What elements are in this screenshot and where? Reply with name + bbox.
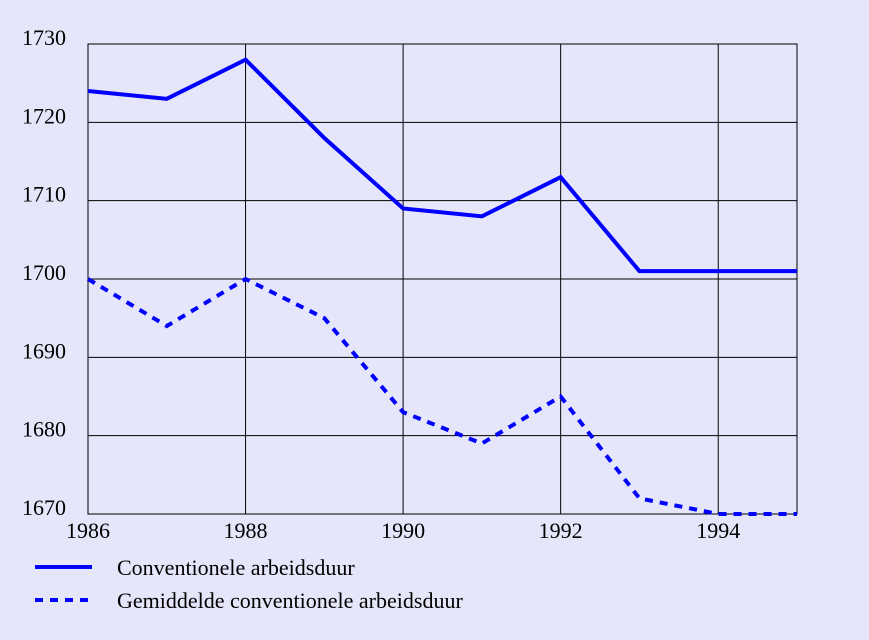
y-tick-label: 1680 [22,417,66,442]
y-tick-label: 1700 [22,260,66,285]
y-tick-label: 1690 [22,338,66,363]
legend-label: Conventionele arbeidsduur [117,555,355,580]
x-tick-label: 1994 [696,518,740,543]
series-line [86,276,797,516]
x-tick-label: 1992 [539,518,583,543]
x-tick-label: 1988 [224,518,268,543]
legend-label: Gemiddelde conventionele arbeidsduur [117,588,463,613]
y-tick-label: 1730 [22,25,66,50]
x-tick-label: 1990 [381,518,425,543]
y-tick-label: 1710 [22,182,66,207]
x-tick-label: 1986 [66,518,110,543]
y-tick-label: 1670 [22,495,66,520]
y-tick-label: 1720 [22,103,66,128]
series-line [87,57,797,274]
